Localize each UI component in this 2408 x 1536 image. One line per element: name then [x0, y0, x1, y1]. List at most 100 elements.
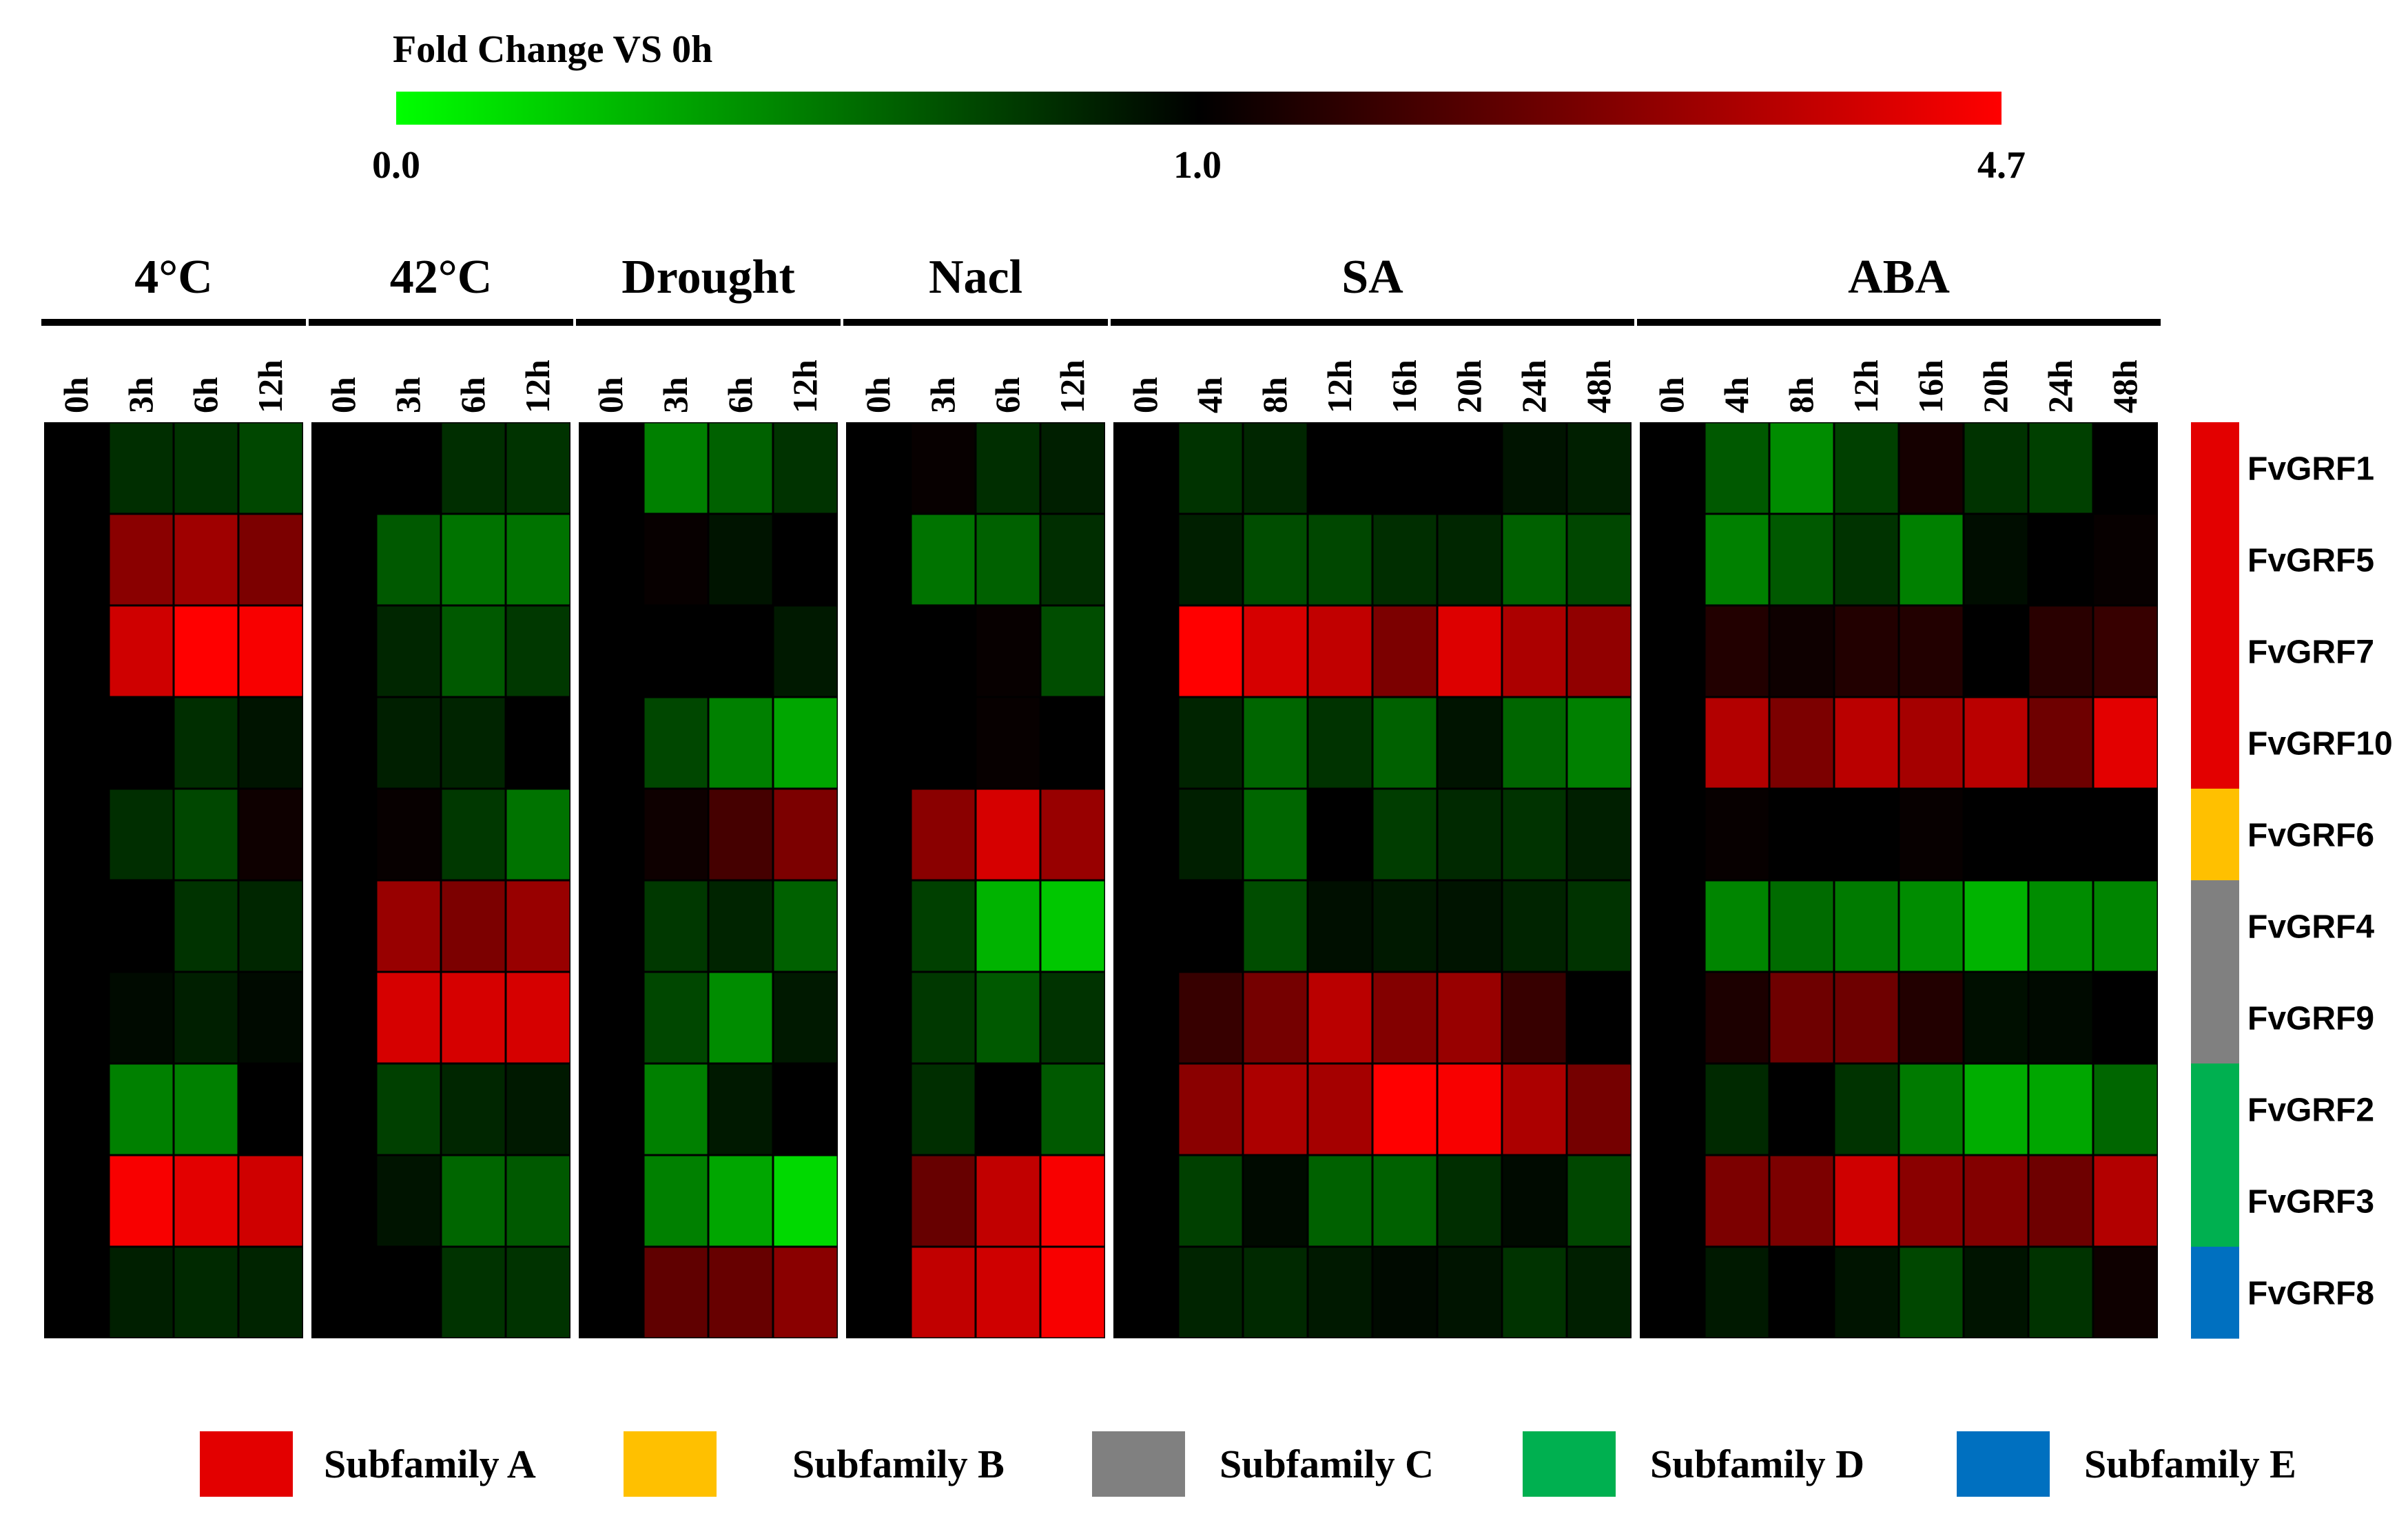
heatmap-cell	[1308, 973, 1372, 1063]
heatmap-cell	[1244, 423, 1307, 513]
heatmap-cell	[312, 606, 375, 696]
heatmap-cell	[174, 423, 238, 513]
heatmap-cell	[1705, 606, 1769, 696]
heatmap-cell	[644, 1156, 708, 1246]
heatmap-cell	[579, 606, 643, 696]
heatmap-cell	[45, 881, 108, 971]
heatmap-cell	[1438, 881, 1501, 971]
heatmap-cell	[709, 1064, 772, 1154]
subfamily-bar-segment	[2191, 697, 2239, 789]
heatmap-cell	[774, 515, 837, 605]
heatmap-cell	[579, 1064, 643, 1154]
timepoint-label: 0h	[1652, 377, 1691, 413]
group-rule	[1637, 319, 2161, 326]
timepoint-label: 48h	[2106, 360, 2144, 413]
heatmap-cell	[2094, 881, 2157, 971]
heatmap-cell	[1567, 881, 1631, 971]
heatmap-cell	[377, 698, 440, 788]
heatmap-cell	[1835, 881, 1898, 971]
heatmap-cell	[1503, 515, 1566, 605]
heatmap-cell	[1438, 973, 1501, 1063]
heatmap-cell	[45, 1247, 108, 1338]
heatmap-cell	[644, 973, 708, 1063]
heatmap-cell	[2029, 423, 2092, 513]
heatmap-cell	[1835, 1247, 1898, 1338]
heatmap-cell	[1640, 515, 1704, 605]
heatmap-cell	[1041, 1247, 1104, 1338]
subfamily-bar-segment	[2191, 972, 2239, 1064]
heatmap-cell	[239, 606, 302, 696]
heatmap-cell	[1705, 515, 1769, 605]
timepoint-label: 0h	[591, 377, 630, 413]
heatmap-cell	[1640, 1156, 1704, 1246]
heatmap-cell	[174, 698, 238, 788]
timepoint-label: 24h	[1514, 360, 1553, 413]
heatmap-cell	[709, 1247, 772, 1338]
heatmap-cell	[1114, 423, 1177, 513]
heatmap-cell	[1373, 973, 1437, 1063]
heatmap-cell	[1770, 698, 1833, 788]
heatmap-cell	[45, 789, 108, 880]
heatmap-cell	[579, 423, 643, 513]
gene-label: FvGRF10	[2247, 726, 2393, 762]
heatmap-cell	[1114, 1156, 1177, 1246]
heatmap-cell	[1041, 973, 1104, 1063]
heatmap-cell	[1503, 423, 1566, 513]
heatmap-cell	[1244, 515, 1307, 605]
heatmap-cell	[1373, 423, 1437, 513]
heatmap-cell	[1503, 973, 1566, 1063]
heatmap-cell	[110, 515, 173, 605]
heatmap-cell	[377, 881, 440, 971]
heatmap-cell	[1900, 1064, 1963, 1154]
heatmap-cell	[1705, 1247, 1769, 1338]
panel-3: Nacl 0h 3h 6h 12h	[843, 251, 1108, 1338]
heatmap-cell	[912, 1247, 975, 1338]
heatmap-cell	[1640, 1064, 1704, 1154]
heatmap-cell	[976, 1064, 1040, 1154]
heatmap-cell	[847, 1064, 910, 1154]
heatmap-cell	[506, 789, 570, 880]
heatmap-cell	[774, 789, 837, 880]
heatmap-cell	[2029, 1156, 2092, 1246]
timepoint-label: 12h	[1846, 360, 1885, 413]
gene-label: FvGRF6	[2247, 818, 2374, 854]
heatmap-cell	[45, 423, 108, 513]
heatmap-cell	[442, 973, 505, 1063]
heatmap-cell	[1308, 1156, 1372, 1246]
heatmap-cell	[1900, 881, 1963, 971]
subfamily-bar-segment	[2191, 514, 2239, 606]
heatmap-panels: 4°C 0h 3h 6h 12h 42°C 0h 3h 6h 12h Drought 0h 3h 6h 12…	[41, 251, 2161, 1338]
heatmap-cell	[45, 1064, 108, 1154]
panel-2: Drought 0h 3h 6h 12h	[576, 251, 841, 1338]
heatmap-cell	[1373, 698, 1437, 788]
heatmap-cell	[2029, 1247, 2092, 1338]
heatmap-cell	[377, 1156, 440, 1246]
legend-label: Subfamily B	[792, 1442, 1005, 1486]
heatmap-cell	[1244, 973, 1307, 1063]
heatmap-cell	[1244, 789, 1307, 880]
heatmap-cell	[644, 606, 708, 696]
heatmap-cell	[1770, 789, 1833, 880]
heatmap-cell	[1114, 973, 1177, 1063]
heatmap-cell	[2029, 1064, 2092, 1154]
heatmap-cell	[1770, 1156, 1833, 1246]
heatmap-cell	[976, 698, 1040, 788]
heatmap-cell	[506, 1247, 570, 1338]
heatmap-cell	[1567, 1064, 1631, 1154]
heatmap-cell	[377, 515, 440, 605]
heatmap-cell	[1964, 515, 2028, 605]
heatmap-cell	[1900, 606, 1963, 696]
heatmap-cell	[1244, 1247, 1307, 1338]
heatmap-cell	[1041, 1064, 1104, 1154]
heatmap-cell	[1705, 973, 1769, 1063]
heatmap-cell	[709, 606, 772, 696]
heatmap-cell	[1438, 606, 1501, 696]
heatmap-cell	[1567, 1247, 1631, 1338]
heatmap-cell	[1041, 881, 1104, 971]
heatmap-cell	[709, 973, 772, 1063]
timepoint-label: 6h	[988, 377, 1027, 413]
heatmap-cell	[1041, 698, 1104, 788]
heatmap-cell	[644, 515, 708, 605]
panel-0: 4°C 0h 3h 6h 12h	[41, 251, 306, 1338]
